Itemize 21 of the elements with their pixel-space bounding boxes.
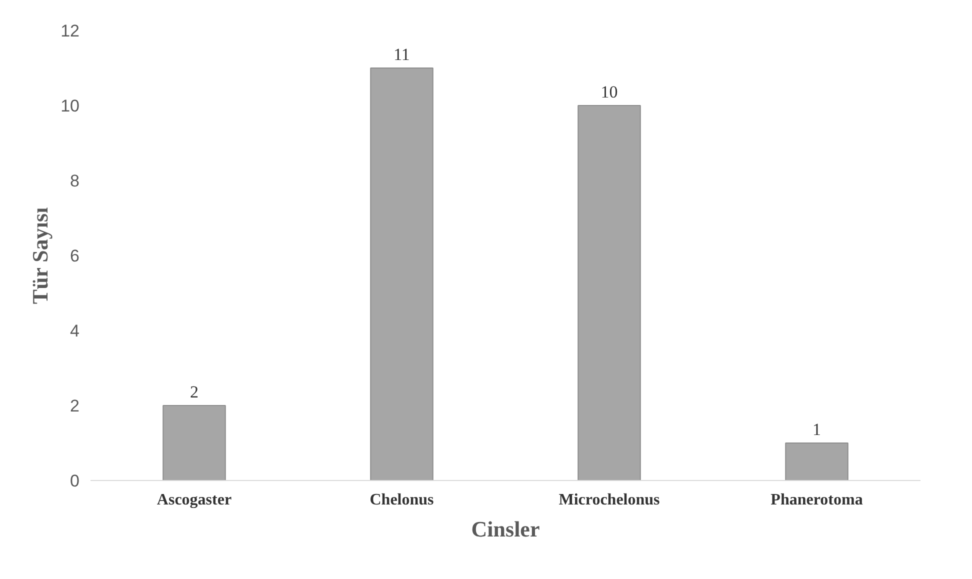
y-tick-label: 12 [60,22,80,40]
x-axis-title: Cinsler [471,516,540,542]
x-tick-label: Phanerotoma [770,492,863,508]
data-label: 11 [394,45,410,64]
y-tick-label: 6 [70,246,80,266]
data-label: 10 [600,82,618,102]
x-tick-label: Microchelonus [558,492,660,508]
data-label: 2 [190,382,198,402]
bar [785,442,848,480]
bar [162,405,226,480]
bar [370,68,434,480]
y-tick-label: 8 [70,172,80,190]
bar [578,105,641,480]
y-tick-label: 0 [70,472,80,490]
y-axis-title: Tür Sayısı [28,207,53,304]
x-tick-label: Chelonus [370,492,434,508]
y-tick-label: 4 [70,322,80,340]
data-label: 1 [812,420,821,439]
y-tick-label: 10 [60,96,80,116]
x-tick-label: Ascogaster [156,492,232,508]
y-tick-label: 2 [70,396,80,416]
